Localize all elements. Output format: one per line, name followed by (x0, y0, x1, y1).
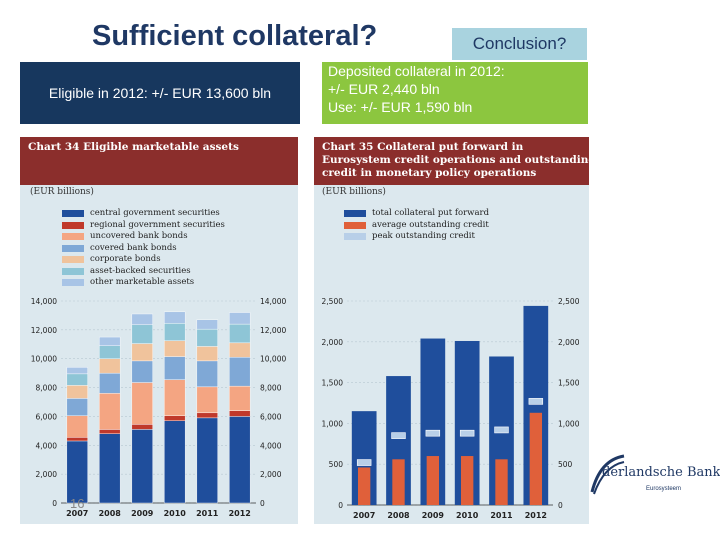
chart-34-legend-label: asset-backed securities (90, 265, 191, 276)
deposited-summary-box: Deposited collateral in 2012: +/- EUR 2,… (322, 62, 588, 124)
slide-title: Sufficient collateral? (92, 20, 378, 52)
chart-35-legend-label: total collateral put forward (372, 208, 490, 218)
chart-35-title-line-2: Eurosystem credit operations and outstan… (322, 154, 596, 166)
chart-35-panel: Chart 35 Collateral put forward in Euros… (314, 137, 596, 524)
chart-34-legend-swatch (62, 256, 84, 263)
eligible-summary-text: Eligible in 2012: +/- EUR 13,600 bln (48, 85, 272, 101)
chart-34-unit-label: (EUR billions) (30, 187, 94, 197)
chart-34-header: Chart 34 Eligible marketable assets (20, 137, 298, 185)
dnb-logo-name: derlandsche Bank (602, 465, 720, 480)
chart-35-legend-label: peak outstanding credit (372, 231, 475, 241)
chart-35-legend-swatch (344, 210, 366, 217)
chart-35-legend-label: average outstanding credit (372, 219, 489, 230)
chart-35-legend-swatch (344, 233, 366, 240)
chart-34-legend-swatch (62, 210, 84, 217)
chart-34-legend-swatch (62, 267, 84, 275)
chart-35-header: Chart 35 Collateral put forward in Euros… (314, 137, 596, 185)
deposited-line-3: Use: +/- EUR 1,590 bln (328, 99, 473, 115)
eligible-summary-box: Eligible in 2012: +/- EUR 13,600 bln (20, 62, 300, 124)
chart-34-legend-swatch (62, 279, 84, 286)
chart-34-legend-label: uncovered bank bonds (90, 231, 188, 241)
chart-35-title-line-3: credit in monetary policy operations (322, 167, 537, 179)
chart-34-legend-label: covered bank bonds (90, 242, 177, 253)
chart-35-title-line-1: Chart 35 Collateral put forward in (322, 141, 524, 153)
dnb-logo-subtext: Eurosysteem (646, 486, 682, 492)
chart-34-legend-label: corporate bonds (90, 254, 161, 264)
deposited-line-1: Deposited collateral in 2012: (328, 63, 505, 79)
chart-34-title: Chart 34 Eligible marketable assets (28, 141, 239, 153)
conclusion-box: Conclusion? (452, 28, 587, 60)
chart-35-legend-swatch (344, 221, 366, 229)
chart-34-panel: Chart 34 Eligible marketable assets (EUR… (20, 137, 298, 524)
chart-34-legend-swatch (62, 244, 84, 252)
chart-34-legend-swatch (62, 233, 84, 240)
chart-34-legend-label: central government securities (90, 208, 220, 218)
dnb-logo (590, 454, 625, 495)
deposited-line-2: +/- EUR 2,440 bln (328, 81, 440, 97)
chart-35-unit-label: (EUR billions) (322, 187, 386, 197)
chart-34-legend-label: other marketable assets (90, 277, 195, 287)
page-number: 16 (70, 496, 85, 511)
chart-34-legend-swatch (62, 221, 84, 229)
chart-34-legend-label: regional government securities (90, 219, 225, 230)
